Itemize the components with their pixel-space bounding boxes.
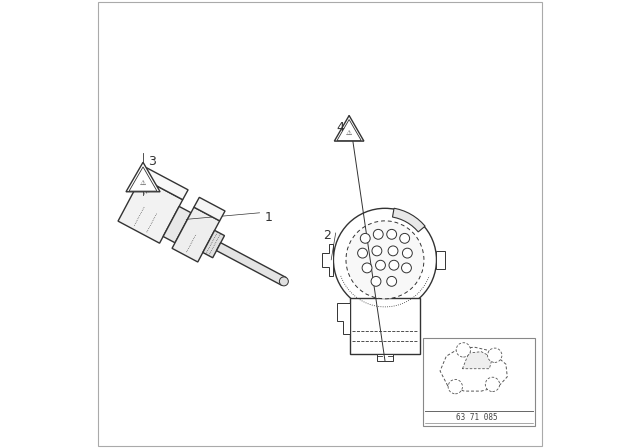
Polygon shape [334, 116, 364, 141]
Text: 1: 1 [264, 211, 273, 224]
Text: 2: 2 [323, 228, 331, 242]
Circle shape [376, 260, 385, 270]
Polygon shape [203, 230, 225, 258]
Circle shape [358, 248, 367, 258]
Circle shape [346, 221, 424, 299]
Polygon shape [337, 120, 361, 141]
Circle shape [388, 246, 398, 256]
Polygon shape [172, 207, 220, 262]
Polygon shape [463, 352, 493, 369]
Polygon shape [141, 168, 188, 200]
Circle shape [360, 233, 370, 243]
Polygon shape [129, 167, 157, 191]
Circle shape [362, 263, 372, 273]
Circle shape [456, 343, 470, 357]
Polygon shape [440, 347, 508, 391]
Circle shape [387, 229, 397, 239]
Polygon shape [377, 354, 393, 361]
Polygon shape [436, 251, 445, 269]
Circle shape [401, 263, 412, 273]
Text: ⚠: ⚠ [346, 130, 352, 136]
Polygon shape [350, 298, 420, 354]
Polygon shape [337, 303, 350, 334]
Polygon shape [216, 243, 286, 285]
Circle shape [403, 248, 412, 258]
Circle shape [485, 377, 500, 392]
Circle shape [387, 276, 397, 286]
Circle shape [371, 276, 381, 286]
Circle shape [448, 379, 463, 394]
Circle shape [372, 246, 382, 256]
Circle shape [333, 208, 436, 311]
Polygon shape [194, 197, 225, 221]
Polygon shape [126, 162, 160, 192]
Text: 3: 3 [148, 155, 156, 168]
Circle shape [373, 229, 383, 239]
Text: ⚠: ⚠ [140, 180, 146, 186]
Polygon shape [323, 244, 333, 276]
Circle shape [400, 233, 410, 243]
Circle shape [389, 260, 399, 270]
Polygon shape [118, 177, 182, 243]
Text: 4: 4 [336, 121, 344, 134]
Polygon shape [163, 207, 191, 243]
Text: 63 71 085: 63 71 085 [456, 413, 498, 422]
Circle shape [488, 348, 502, 362]
Bar [423, 338, 535, 426]
Circle shape [280, 277, 289, 286]
Polygon shape [392, 208, 425, 232]
